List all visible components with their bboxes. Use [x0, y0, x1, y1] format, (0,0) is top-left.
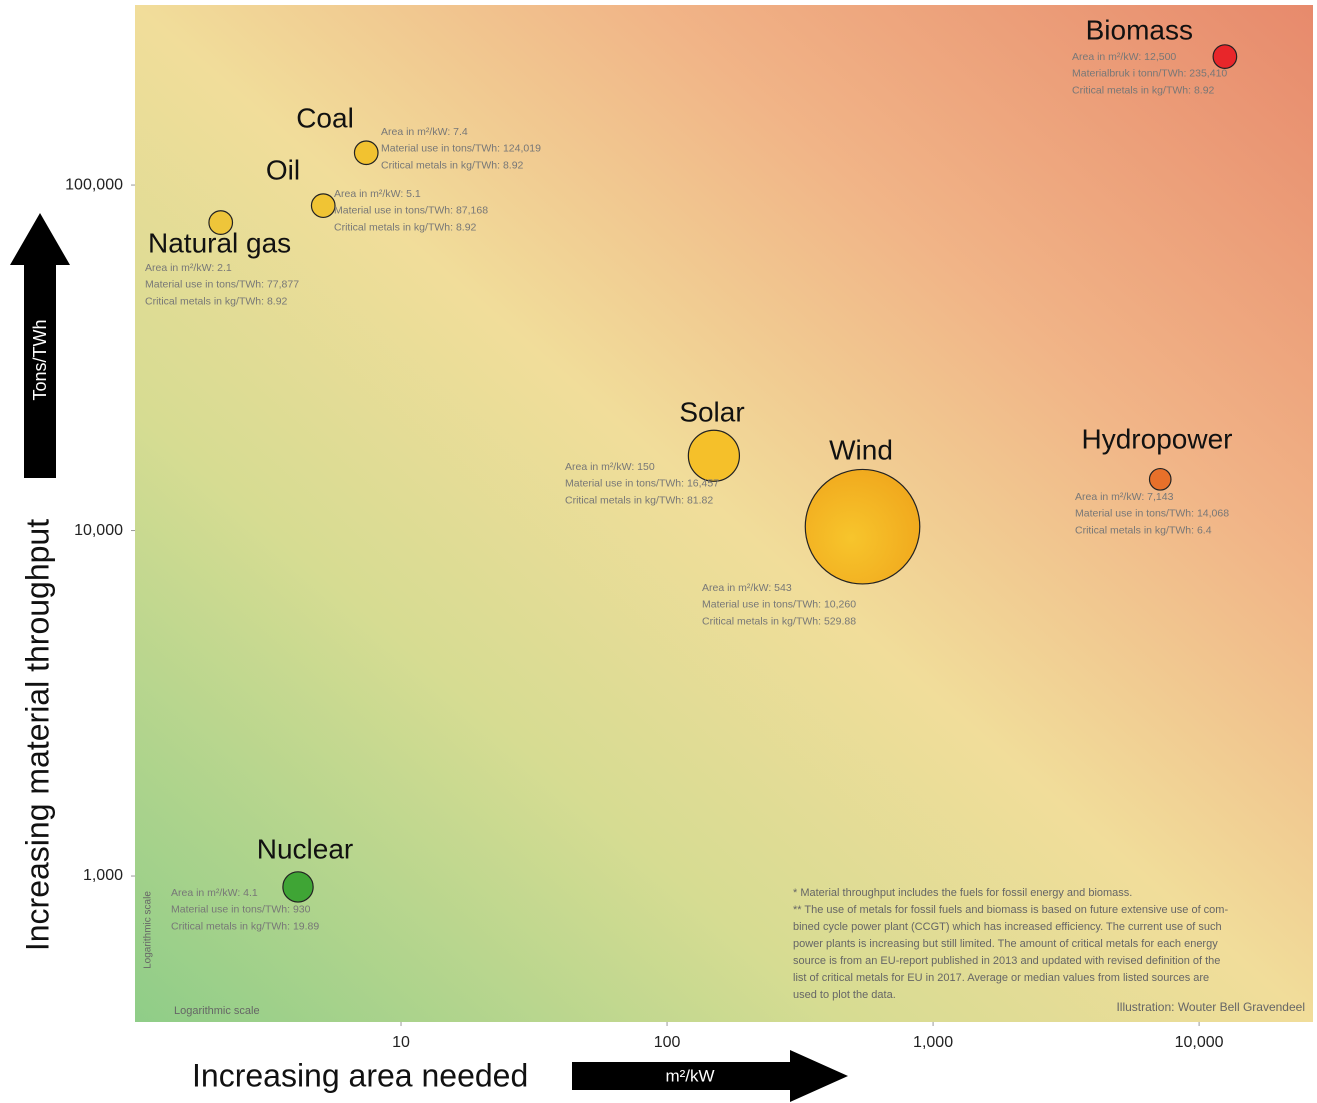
series-name: Natural gas — [148, 227, 291, 258]
bubble — [1148, 467, 1172, 491]
point-note: Critical metals in kg/TWh: 8.92 — [381, 159, 524, 171]
series-name: Hydropower — [1082, 423, 1233, 454]
point-note: Materialbruk i tonn/TWh: 235,410 — [1072, 68, 1227, 80]
plot-background — [135, 5, 1313, 1022]
footnote: power plants is increasing but still lim… — [793, 938, 1218, 950]
x-tick-label: 10,000 — [1175, 1034, 1224, 1051]
point-note: Area in m²/kW: 7.4 — [381, 126, 468, 138]
credit: Illustration: Wouter Bell Gravendeel — [1116, 1000, 1305, 1014]
point-note: Area in m²/kW: 150 — [565, 461, 655, 473]
series-name: Wind — [829, 434, 893, 465]
bubble — [310, 193, 336, 219]
bubble — [804, 468, 921, 585]
point-note: Area in m²/kW: 12,500 — [1072, 51, 1176, 63]
point-note: Material use in tons/TWh: 10,260 — [702, 599, 856, 611]
point-note: Material use in tons/TWh: 16,457 — [565, 478, 719, 490]
x-tick-label: 10 — [392, 1034, 410, 1051]
y-scale-note: Logarithmic scale — [143, 891, 154, 969]
y-axis-title: Increasing material throughput — [19, 519, 55, 951]
x-tick-label: 100 — [654, 1034, 681, 1051]
point-note: Critical metals in kg/TWh: 19.89 — [171, 920, 319, 932]
bubble — [353, 140, 379, 166]
bubble — [208, 210, 234, 235]
point-note: Critical metals in kg/TWh: 8.92 — [1072, 84, 1215, 96]
bubble — [1212, 44, 1238, 69]
series-name: Biomass — [1086, 14, 1193, 45]
point-note: Critical metals in kg/TWh: 529.88 — [702, 615, 856, 627]
point-note: Critical metals in kg/TWh: 8.92 — [334, 221, 477, 233]
series-name: Solar — [679, 396, 744, 427]
y-unit: Tons/TWh — [30, 319, 50, 400]
point-note: Material use in tons/TWh: 930 — [171, 904, 311, 916]
point-note: Area in m²/kW: 5.1 — [334, 188, 421, 200]
point-note: Critical metals in kg/TWh: 8.92 — [145, 295, 288, 307]
x-arrow — [572, 1050, 848, 1102]
point-note: Material use in tons/TWh: 14,068 — [1075, 508, 1229, 520]
point-note: Area in m²/kW: 543 — [702, 582, 792, 594]
point-note: Material use in tons/TWh: 77,877 — [145, 279, 299, 291]
x-tick-label: 1,000 — [913, 1034, 953, 1051]
series-name: Oil — [266, 154, 300, 185]
y-tick-label: 1,000 — [83, 867, 123, 884]
footnote: bined cycle power plant (CCGT) which has… — [793, 921, 1222, 933]
bubble — [282, 871, 314, 903]
bubble — [687, 429, 741, 482]
y-tick-label: 10,000 — [74, 522, 123, 539]
point-note: Critical metals in kg/TWh: 81.82 — [565, 494, 713, 506]
y-arrow — [10, 213, 70, 478]
series-name: Coal — [296, 102, 354, 133]
y-tick-label: 100,000 — [65, 176, 123, 193]
point-note: Material use in tons/TWh: 124,019 — [381, 143, 541, 155]
footnote: ** The use of metals for fossil fuels an… — [793, 904, 1228, 916]
series-name: Nuclear — [257, 833, 353, 864]
point-note: Material use in tons/TWh: 87,168 — [334, 205, 488, 217]
x-unit: m²/kW — [665, 1066, 714, 1085]
footnote: list of critical metals for EU in 2017. … — [793, 972, 1209, 984]
point-note: Critical metals in kg/TWh: 6.4 — [1075, 524, 1212, 536]
point-note: Area in m²/kW: 7,143 — [1075, 491, 1174, 503]
footnote: * Material throughput includes the fuels… — [793, 887, 1132, 899]
footnote: used to plot the data. — [793, 989, 896, 1001]
point-note: Area in m²/kW: 4.1 — [171, 887, 258, 899]
x-scale-note: Logarithmic scale — [174, 1005, 260, 1017]
footnote: source is from an EU-report published in… — [793, 955, 1220, 967]
point-note: Area in m²/kW: 2.1 — [145, 262, 232, 274]
x-axis-title: Increasing area needed — [192, 1057, 528, 1093]
